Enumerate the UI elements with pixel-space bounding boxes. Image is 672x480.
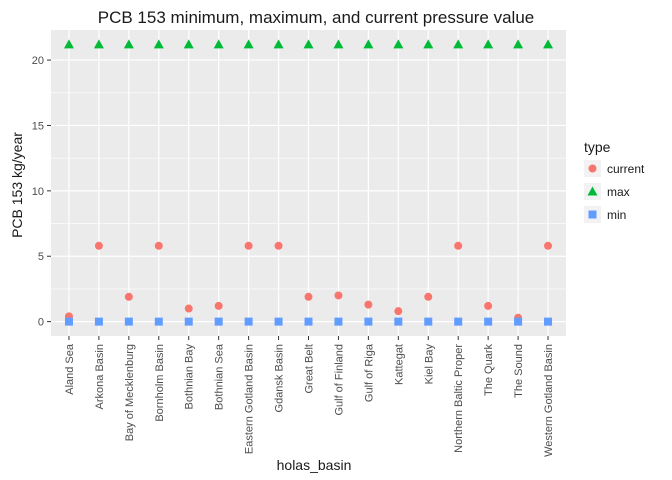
legend-key-min: [588, 210, 597, 219]
min-point: [184, 317, 193, 326]
legend-key-current: [588, 164, 597, 173]
current-point: [124, 292, 133, 301]
x-tick-label: Aland Sea: [64, 343, 76, 395]
current-point: [94, 241, 103, 250]
current-point: [454, 241, 463, 250]
min-point: [274, 317, 283, 326]
current-point: [304, 292, 313, 301]
legend-label-min: min: [607, 208, 626, 222]
min-point: [154, 317, 163, 326]
min-point: [64, 317, 73, 326]
major-gridlines: [51, 30, 566, 336]
legend-label-current: current: [607, 162, 645, 176]
x-tick-label: Bornholm Basin: [154, 344, 166, 422]
current-point: [244, 241, 253, 250]
min-point: [544, 317, 553, 326]
min-point: [94, 317, 103, 326]
current-point: [484, 301, 493, 310]
y-tick-label: 5: [38, 251, 44, 263]
data-points: [63, 39, 554, 326]
current-point: [364, 300, 373, 309]
min-point: [304, 317, 313, 326]
x-tick-label: Gdansk Basin: [274, 344, 286, 412]
min-point: [124, 317, 133, 326]
min-point: [484, 317, 493, 326]
x-tick-label: The Sound: [513, 344, 525, 398]
max-point: [123, 39, 134, 49]
current-point: [424, 292, 433, 301]
y-axis: 0 5 10 15 20: [32, 55, 51, 329]
current-point: [274, 241, 283, 250]
legend-label-max: max: [607, 185, 630, 199]
x-tick-label: Kattegat: [393, 344, 405, 385]
min-point: [454, 317, 463, 326]
y-tick-label: 20: [32, 55, 44, 67]
max-point: [423, 39, 434, 49]
legend-title: type: [584, 139, 611, 155]
x-tick-label: Bothnian Bay: [184, 344, 196, 410]
max-point: [183, 39, 194, 49]
y-tick-label: 0: [38, 317, 44, 329]
min-point: [394, 317, 403, 326]
x-tick-label: Eastern Gotland Basin: [244, 344, 256, 454]
current-point: [334, 291, 343, 300]
max-point: [243, 39, 254, 49]
max-point: [153, 39, 164, 49]
min-point: [334, 317, 343, 326]
x-tick-label: Kiel Bay: [423, 344, 435, 385]
max-point: [543, 39, 554, 49]
current-point: [394, 307, 403, 316]
x-axis: Aland Sea Arkona Basin Bay of Mecklenburg B…: [64, 336, 555, 457]
max-point: [303, 39, 314, 49]
x-tick-label: Northern Baltic Proper: [453, 344, 465, 453]
min-point: [214, 317, 223, 326]
max-point: [363, 39, 374, 49]
x-tick-label: Gulf of Riga: [363, 343, 375, 402]
min-point: [514, 317, 523, 326]
y-tick-label: 10: [32, 186, 44, 198]
x-tick-label: Arkona Basin: [94, 344, 106, 409]
legend-key-max: [587, 186, 598, 196]
min-point: [244, 317, 253, 326]
max-point: [93, 39, 104, 49]
max-point: [483, 39, 494, 49]
chart-title: PCB 153 minimum, maximum, and current pr…: [98, 8, 535, 27]
x-axis-title: holas_basin: [277, 457, 352, 473]
max-point: [513, 39, 524, 49]
min-point: [364, 317, 373, 326]
current-point: [184, 304, 193, 313]
max-point: [213, 39, 224, 49]
max-point: [63, 39, 74, 49]
current-point: [214, 301, 223, 310]
x-tick-label: Western Gotland Basin: [543, 344, 555, 457]
max-point: [333, 39, 344, 49]
y-tick-label: 15: [32, 120, 44, 132]
x-tick-label: Bothnian Sea: [214, 343, 226, 410]
max-point: [393, 39, 404, 49]
max-point: [273, 39, 284, 49]
legend: type current max min: [584, 139, 645, 223]
current-point: [154, 241, 163, 250]
x-tick-label: The Quark: [483, 344, 495, 396]
current-point: [544, 241, 553, 250]
x-tick-label: Bay of Mecklenburg: [124, 344, 136, 441]
y-axis-title: PCB 153 kg/year: [9, 132, 25, 238]
max-point: [453, 39, 464, 49]
x-tick-label: Great Belt: [304, 344, 316, 394]
min-point: [424, 317, 433, 326]
x-tick-label: Gulf of Finland: [333, 344, 345, 416]
